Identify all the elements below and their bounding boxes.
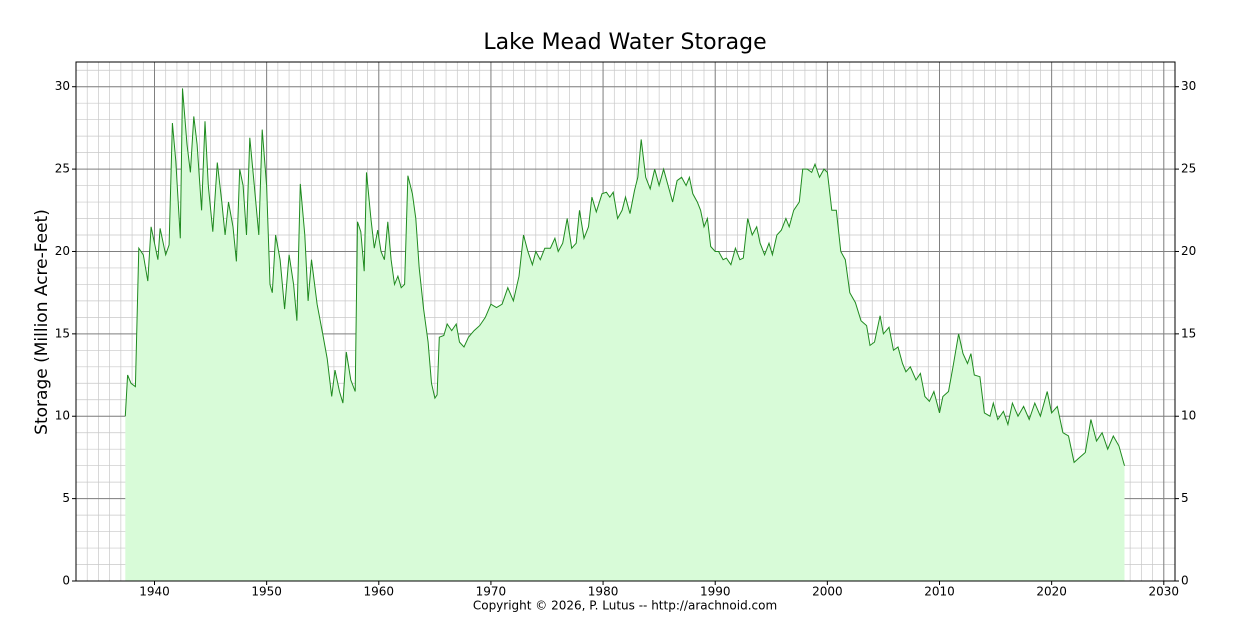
x-tick-label: 1980 (588, 585, 619, 599)
plot-frame (75, 61, 1176, 582)
y2-tick-label: 15 (1181, 326, 1196, 340)
y-tick-label: 5 (62, 491, 70, 505)
y2-tick-label: 20 (1181, 244, 1196, 258)
x-tick-label: 1960 (364, 585, 395, 599)
x-tick-label: 2030 (1149, 585, 1180, 599)
y-tick-label: 20 (55, 244, 70, 258)
chart-title: Lake Mead Water Storage (483, 30, 766, 55)
y2-tick-label: 25 (1181, 162, 1196, 176)
y-tick-label: 10 (55, 409, 70, 423)
y-tick-label: 30 (55, 79, 70, 93)
y-tick-label: 25 (55, 162, 70, 176)
x-tick-label: 1990 (700, 585, 731, 599)
x-tick-label: 1950 (251, 585, 282, 599)
y-axis-label: Storage (Million Acre-Feet) (32, 209, 52, 435)
y2-tick-label: 0 (1181, 574, 1189, 588)
x-tick-label: 2010 (924, 585, 955, 599)
line (124, 88, 1125, 466)
x-tick-label: 2020 (1036, 585, 1067, 599)
y-tick-label: 15 (55, 326, 70, 340)
y-tick-label: 0 (62, 574, 70, 588)
area-fill (125, 88, 1125, 582)
y2-tick-label: 10 (1181, 409, 1196, 423)
x-tick-label: 1940 (139, 585, 170, 599)
x-tick-label: 1970 (476, 585, 507, 599)
y2-tick-label: 5 (1181, 491, 1189, 505)
x-tick-label: 2000 (812, 585, 843, 599)
footer: Copyright © 2026, P. Lutus -- http://ara… (473, 599, 777, 613)
y2-tick-label: 30 (1181, 79, 1196, 93)
